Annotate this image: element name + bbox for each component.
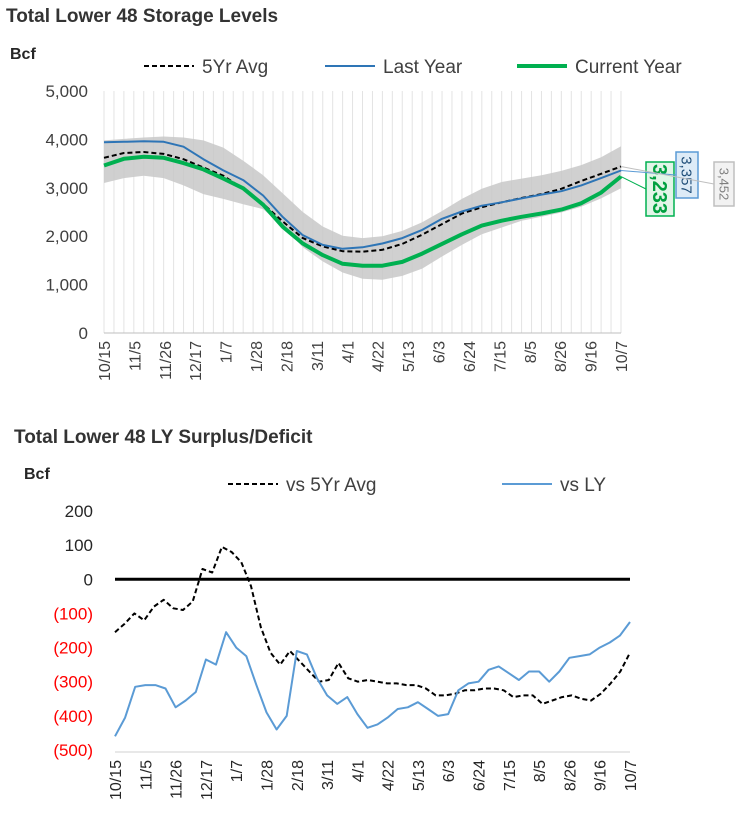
chart1-x-tick-label: 3/11 [310,341,327,371]
chart1-x-tick-label: 9/16 [584,341,601,372]
chart2-series-vs-5yr-avg [114,545,631,705]
chart1-end-label: 3,357 [675,151,699,199]
chart1-end-label-text: 3,233 [648,164,670,214]
chart2-ylabel: Bcf [24,466,50,483]
chart2-x-tick-label: 8/26 [562,760,579,791]
chart1-legend-label: Current Year [575,57,682,78]
chart2-y-tick-label: (400) [53,707,93,726]
chart1-legend-label: 5Yr Avg [202,57,268,78]
chart2-x-tick-label: 2/18 [290,760,307,791]
chart1-title: Total Lower 48 Storage Levels [6,6,279,27]
chart1-x-tick-label: 2/18 [279,341,296,372]
chart2-x-tick-label: 6/24 [472,760,489,791]
chart1-x-tick-label: 12/17 [188,341,205,381]
chart2-x-tick-label: 10/7 [623,760,640,791]
chart2-y-tick-label: (500) [53,741,93,760]
chart1-x-tick-label: 8/26 [553,341,570,372]
chart2-x-tick-label: 7/15 [502,760,519,791]
chart2-y-tick-label: 100 [65,536,93,555]
chart2-x-tick-label: 8/5 [532,760,549,782]
chart1-x-tick-label: 1/28 [249,341,266,372]
chart1-x-tick-label: 10/7 [614,341,631,372]
chart1-y-tick-label: 0 [79,324,88,343]
chart2-x-tick-label: 6/3 [441,760,458,782]
chart1-end-label-leader [620,176,647,190]
chart1-series-last-year [103,140,622,250]
chart1-x-tick-label: 1/7 [219,341,236,363]
chart1-y-tick-label: 1,000 [45,276,88,295]
chart2-x-tick-label: 3/11 [320,760,337,790]
five-year-range-band [104,136,621,280]
chart1-legend-label: Last Year [383,57,463,78]
chart2-x-tick-label: 5/13 [411,760,428,791]
chart2-x-tick-label: 11/5 [138,760,155,790]
chart1-x-tick-label: 8/5 [523,341,540,363]
chart1-x-tick-label: 7/15 [492,341,509,372]
chart1-x-tick-label: 4/22 [371,341,388,372]
chart2-series-vs-ly [114,621,631,737]
chart1-x-tick-label: 5/13 [401,341,418,372]
chart2-x-tick-label: 4/22 [381,760,398,791]
chart1-x-tick-label: 11/26 [158,341,175,380]
chart2-y-tick-label: (200) [53,639,93,658]
chart1-y-tick-label: 3,000 [45,179,88,198]
storage-levels-chart: 5,000 4,000 3,000 2,000 1,000 0 10/15 11/5 11/26… [45,57,735,381]
chart1-y-tick-label: 5,000 [45,82,88,101]
chart2-y-tick-label: 200 [65,502,93,521]
chart1-x-tick-label: 11/5 [127,341,144,371]
chart2-x-tick-label: 9/16 [593,760,610,791]
chart1-end-label-text: 3,357 [678,156,695,194]
chart1-ylabel: Bcf [10,46,36,63]
chart2-x-tick-label: 1/28 [259,760,276,791]
chart2-y-tick-label: 0 [84,570,93,589]
chart1-end-label-text: 3,452 [716,168,731,201]
chart1-end-label: 3,452 [713,161,735,207]
chart2-legend-label: vs LY [560,475,606,496]
chart1-x-tick-label: 10/15 [97,341,114,381]
chart1-end-label-box [675,151,699,199]
chart1-end-label-leader [620,170,677,176]
chart1-end-label-leader [620,166,715,185]
chart2-legend-label: vs 5Yr Avg [286,475,376,496]
chart2-y-tick-label: (100) [53,604,93,623]
chart1-x-tick-label: 4/1 [340,341,357,363]
chart1-series-5yr-avg [103,151,622,253]
chart2-x-tick-label: 10/15 [108,760,125,800]
chart2-x-tick-label: 12/17 [199,760,216,800]
chart2-y-tick-label: (300) [53,673,93,692]
chart2-x-tick-label: 11/26 [169,760,186,799]
chart1-end-label-box [713,161,735,207]
chart1-y-tick-label: 4,000 [45,130,88,149]
chart1-series-current-year [103,154,623,268]
chart1-y-tick-label: 2,000 [45,227,88,246]
chart1-x-tick-label: 6/24 [462,341,479,372]
chart2-x-tick-label: 4/1 [350,760,367,782]
chart2-title: Total Lower 48 LY Surplus/Deficit [14,427,313,448]
chart2-x-tick-label: 1/7 [229,760,246,782]
chart1-x-tick-label: 6/3 [432,341,449,363]
